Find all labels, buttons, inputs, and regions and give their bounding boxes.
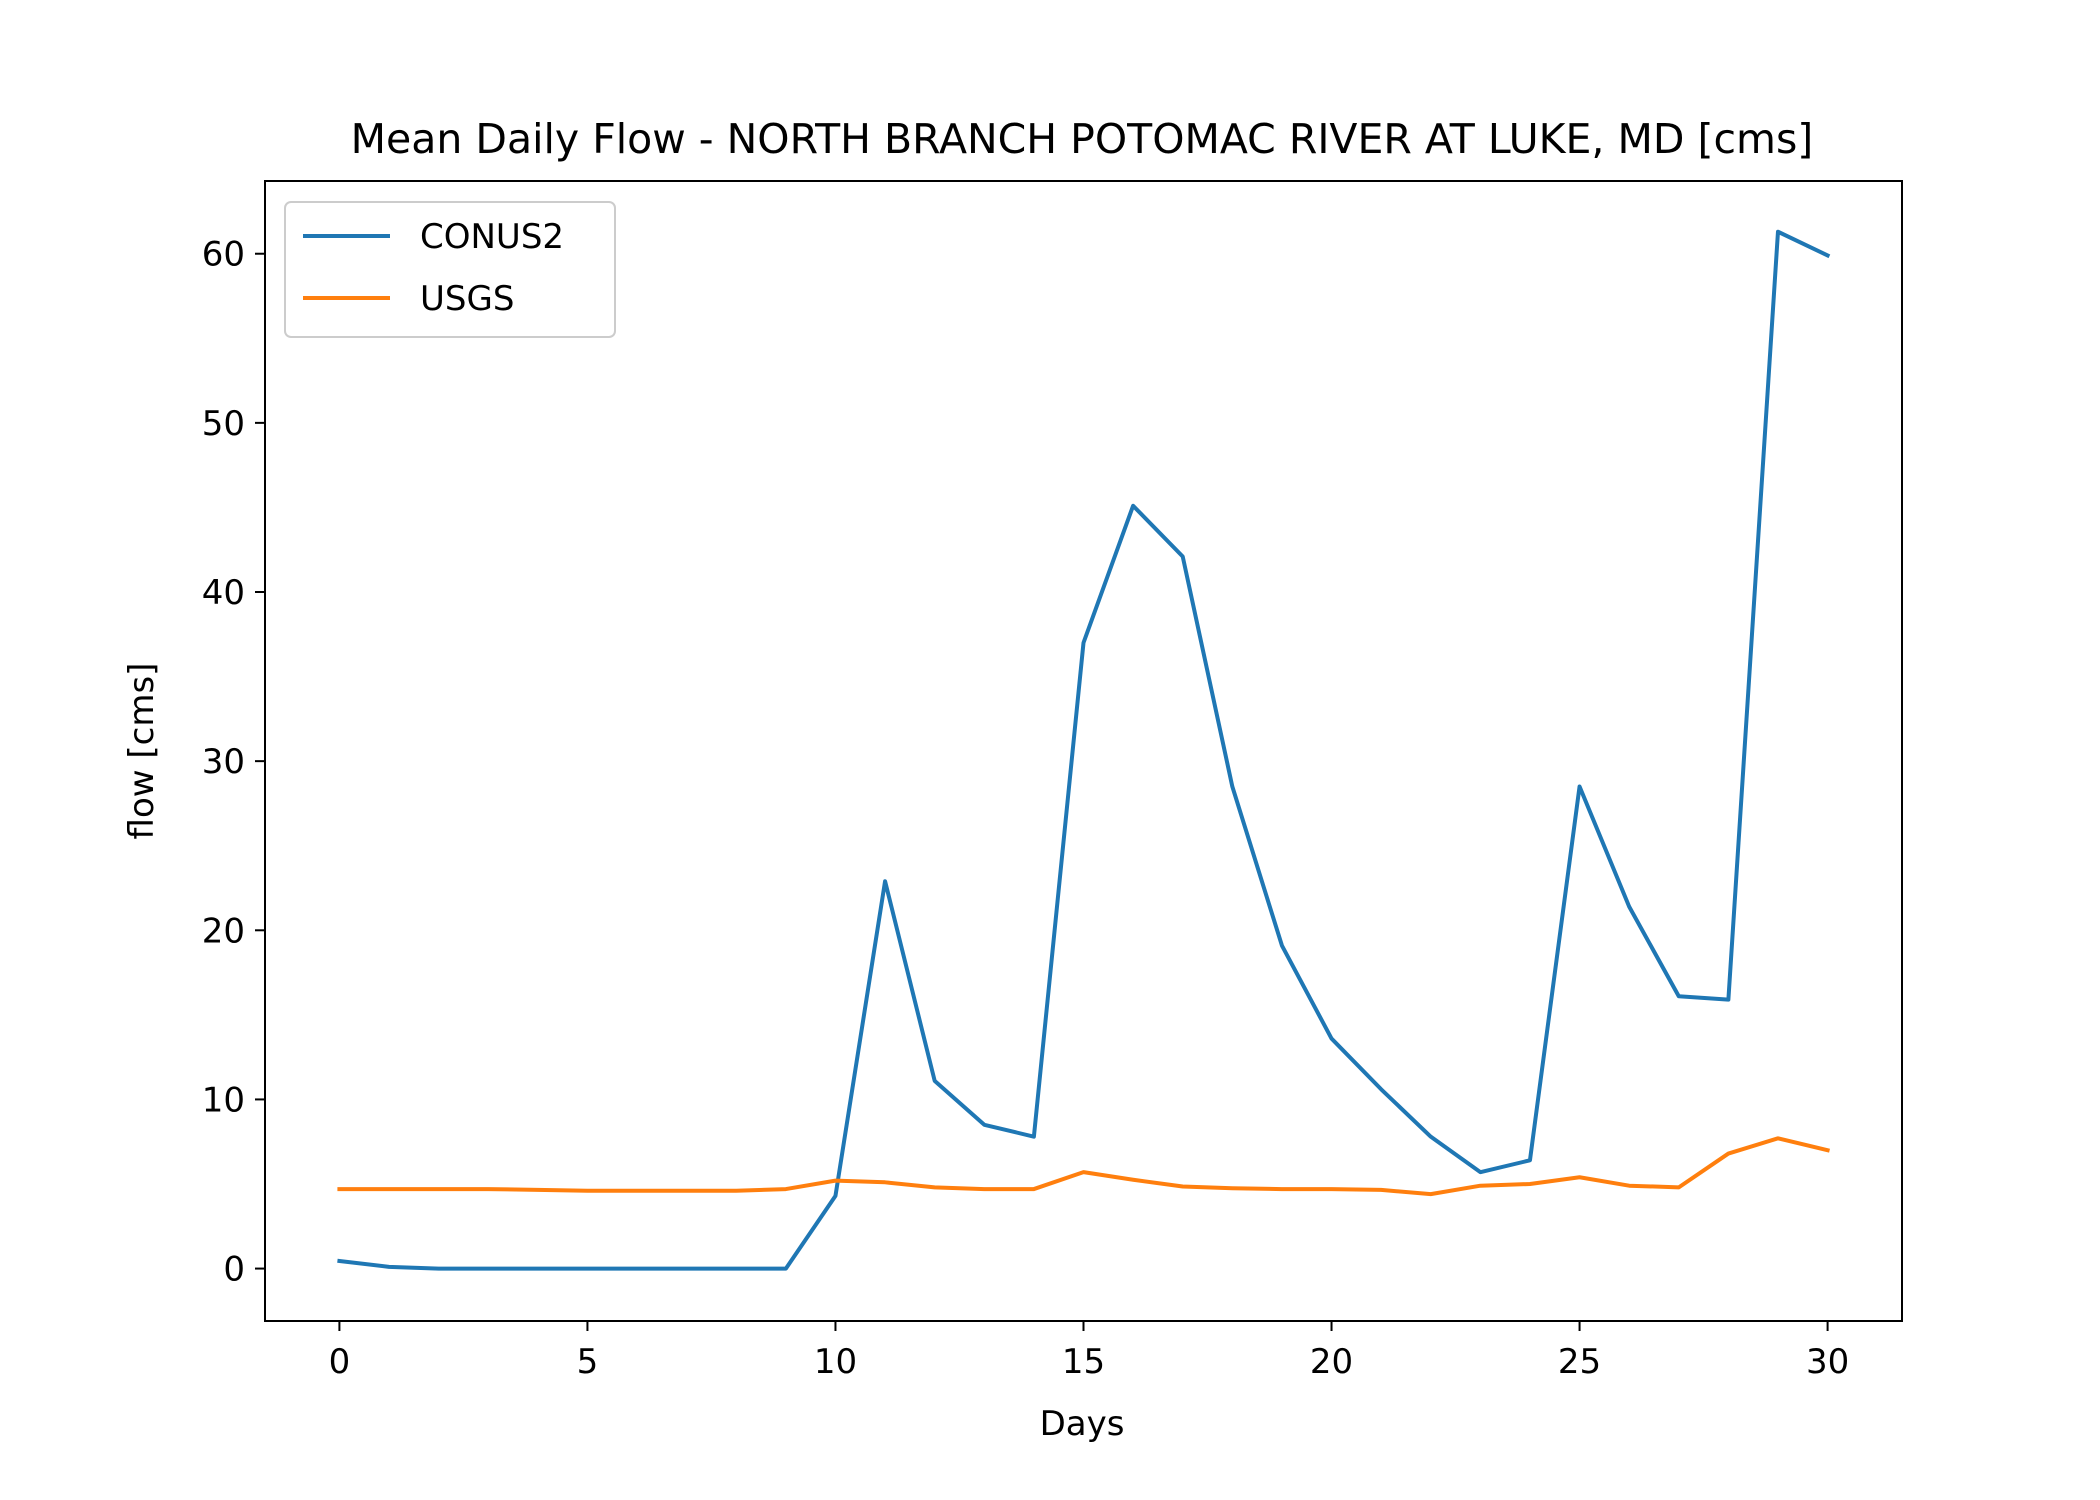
y-tick-label: 10 bbox=[202, 1080, 245, 1120]
x-tick-label: 30 bbox=[1806, 1342, 1849, 1382]
y-tick-label: 50 bbox=[202, 404, 245, 444]
y-axis-label: flow [cms] bbox=[122, 663, 162, 840]
y-tick-label: 20 bbox=[202, 911, 245, 951]
x-tick-label: 10 bbox=[814, 1342, 857, 1382]
y-tick-label: 40 bbox=[202, 573, 245, 613]
x-tick-label: 5 bbox=[577, 1342, 599, 1382]
legend: CONUS2 USGS bbox=[285, 202, 615, 337]
x-tick-label: 0 bbox=[329, 1342, 351, 1382]
x-tick-label: 20 bbox=[1310, 1342, 1353, 1382]
legend-label-conus2: CONUS2 bbox=[420, 217, 564, 257]
x-tick-label: 15 bbox=[1062, 1342, 1105, 1382]
y-tick-label: 0 bbox=[223, 1250, 245, 1290]
chart-title: Mean Daily Flow - NORTH BRANCH POTOMAC R… bbox=[351, 115, 1814, 163]
legend-label-usgs: USGS bbox=[420, 279, 514, 319]
x-axis-label: Days bbox=[1040, 1404, 1125, 1444]
y-tick-label: 30 bbox=[202, 742, 245, 782]
x-tick-label: 25 bbox=[1558, 1342, 1601, 1382]
y-tick-label: 60 bbox=[202, 235, 245, 275]
